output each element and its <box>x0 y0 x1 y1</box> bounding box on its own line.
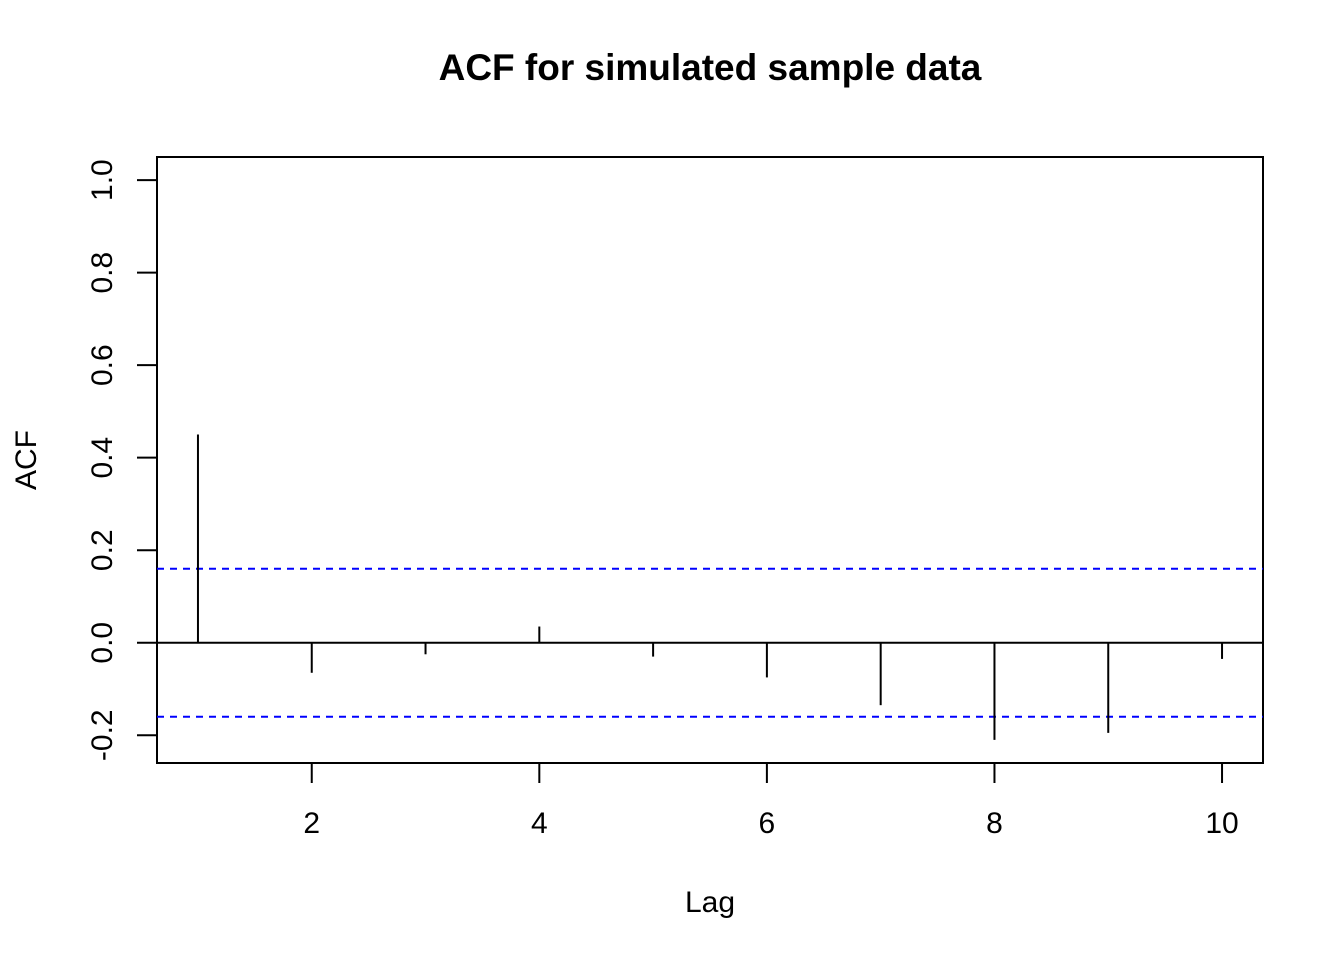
y-tick-label: 0.2 <box>86 529 119 571</box>
y-tick-label: 1.0 <box>86 159 119 201</box>
x-tick-label: 10 <box>1205 807 1238 840</box>
y-tick-label: 0.8 <box>86 252 119 294</box>
chart-title: ACF for simulated sample data <box>439 47 982 88</box>
y-axis-label: ACF <box>10 430 43 490</box>
y-tick-label: -0.2 <box>86 709 119 761</box>
y-tick-label: 0.4 <box>86 437 119 479</box>
plot-area: 2 4 6 8 10 -0.2 0.0 0.2 0.4 0.6 0.8 1.0 <box>86 156 1264 840</box>
x-tick-label: 6 <box>759 807 776 840</box>
x-tick-label: 8 <box>986 807 1003 840</box>
x-tick-label: 2 <box>303 807 320 840</box>
y-tick-label: 0.0 <box>86 622 119 664</box>
x-tick-label: 4 <box>531 807 548 840</box>
y-tick-label: 0.6 <box>86 344 119 386</box>
plot-frame <box>156 156 1264 764</box>
x-axis-label: Lag <box>685 886 735 919</box>
